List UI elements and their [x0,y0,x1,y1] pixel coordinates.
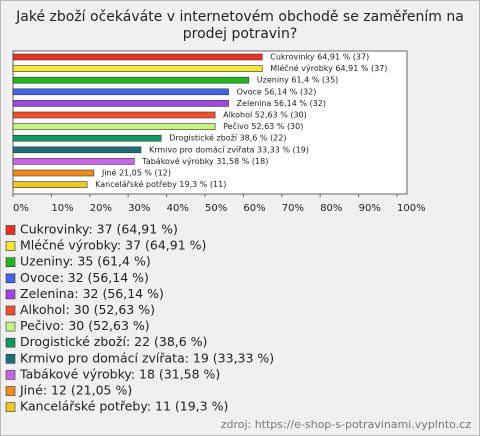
bar [12,123,216,130]
data-label: Cukrovinky 64,91 % (37) [270,53,369,62]
legend-label: Krmivo pro domácí zvířata: 19 (33,33 %) [20,350,274,365]
legend-swatch [5,273,16,284]
data-label: Pečivo 52,63 % (30) [223,121,303,131]
legend-label: Alkohol: 30 (52,63 %) [20,302,155,317]
data-label: Tabákové výrobky 31,58 % (18) [141,156,268,166]
x-tick-label: 0% [13,203,29,214]
x-tick-label: 20% [90,203,112,214]
bar [12,100,229,107]
chart-title: Jaké zboží očekáváte v internetovém obch… [16,9,464,42]
legend-swatch [5,386,16,396]
legend-swatch [5,402,16,412]
legend-label: Drogistické zboží: 22 (38,6 %) [20,334,207,349]
data-label: Kancelářské potřeby 19,3 % (11) [95,179,226,189]
legend-label: Mléčné výrobky: 37 (64,91 %) [20,238,206,253]
legend-label: Uzeniny: 35 (61,4 %) [20,254,151,269]
legend-swatch [5,337,16,348]
bar [12,169,95,177]
data-label: Drogistické zboží 38,6 % (22) [169,133,286,143]
data-label: Jiné 21,05 % (12) [101,168,171,178]
legend-swatch [5,257,16,268]
x-tick-label: 50% [205,203,227,214]
x-tick-label: 90% [359,203,381,214]
bar [12,88,229,96]
data-label: Krmivo pro domácí zvířata 33,33 % (19) [149,145,309,154]
legend-swatch [5,225,16,235]
x-tick-label: 10% [51,203,73,214]
x-tick-label: 80% [320,203,342,214]
legend-label: Ovoce: 32 (56,14 %) [20,270,149,285]
x-tick-label: 60% [243,203,265,214]
x-tick-label: 30% [128,203,150,214]
legend-label: Cukrovinky: 37 (64,91 %) [20,222,178,237]
bar [12,181,88,188]
x-tick-label: 70% [282,203,304,214]
legend-label: Kancelářské potřeby: 11 (19,3 %) [20,399,228,414]
legend-swatch [5,289,16,300]
legend-swatch [5,305,16,316]
bar [12,76,250,84]
legend-label: Pečivo: 30 (52,63 %) [20,318,150,333]
legend-label: Tabákové výrobky: 18 (31,58 %) [19,366,220,381]
data-label: Uzeniny 61,4 % (35) [257,76,339,85]
legend-swatch [5,321,16,332]
data-label: Zelenina 56,14 % (32) [237,99,326,108]
legend-label: Zelenina: 32 (56,14 %) [20,286,164,301]
x-tick-label: 40% [167,203,189,214]
data-label: Alkohol 52,63 % (30) [223,111,307,120]
data-label: Ovoce 56,14 % (32) [237,87,317,96]
bar [12,134,162,142]
source: zdroj: https://e-shop-s-potravinami.vypl… [221,418,472,431]
data-label: Mléčné výrobky 64,91 % (37) [270,63,387,73]
bar [12,111,216,119]
bar [12,146,142,154]
legend-label: Jiné: 12 (21,05 %) [19,383,132,398]
legend-swatch [5,241,16,251]
bar [12,65,263,72]
bar [12,53,263,61]
legend-swatch [5,353,16,364]
bar [12,158,135,165]
x-tick-label: 100% [397,203,426,214]
legend-swatch [5,370,16,380]
